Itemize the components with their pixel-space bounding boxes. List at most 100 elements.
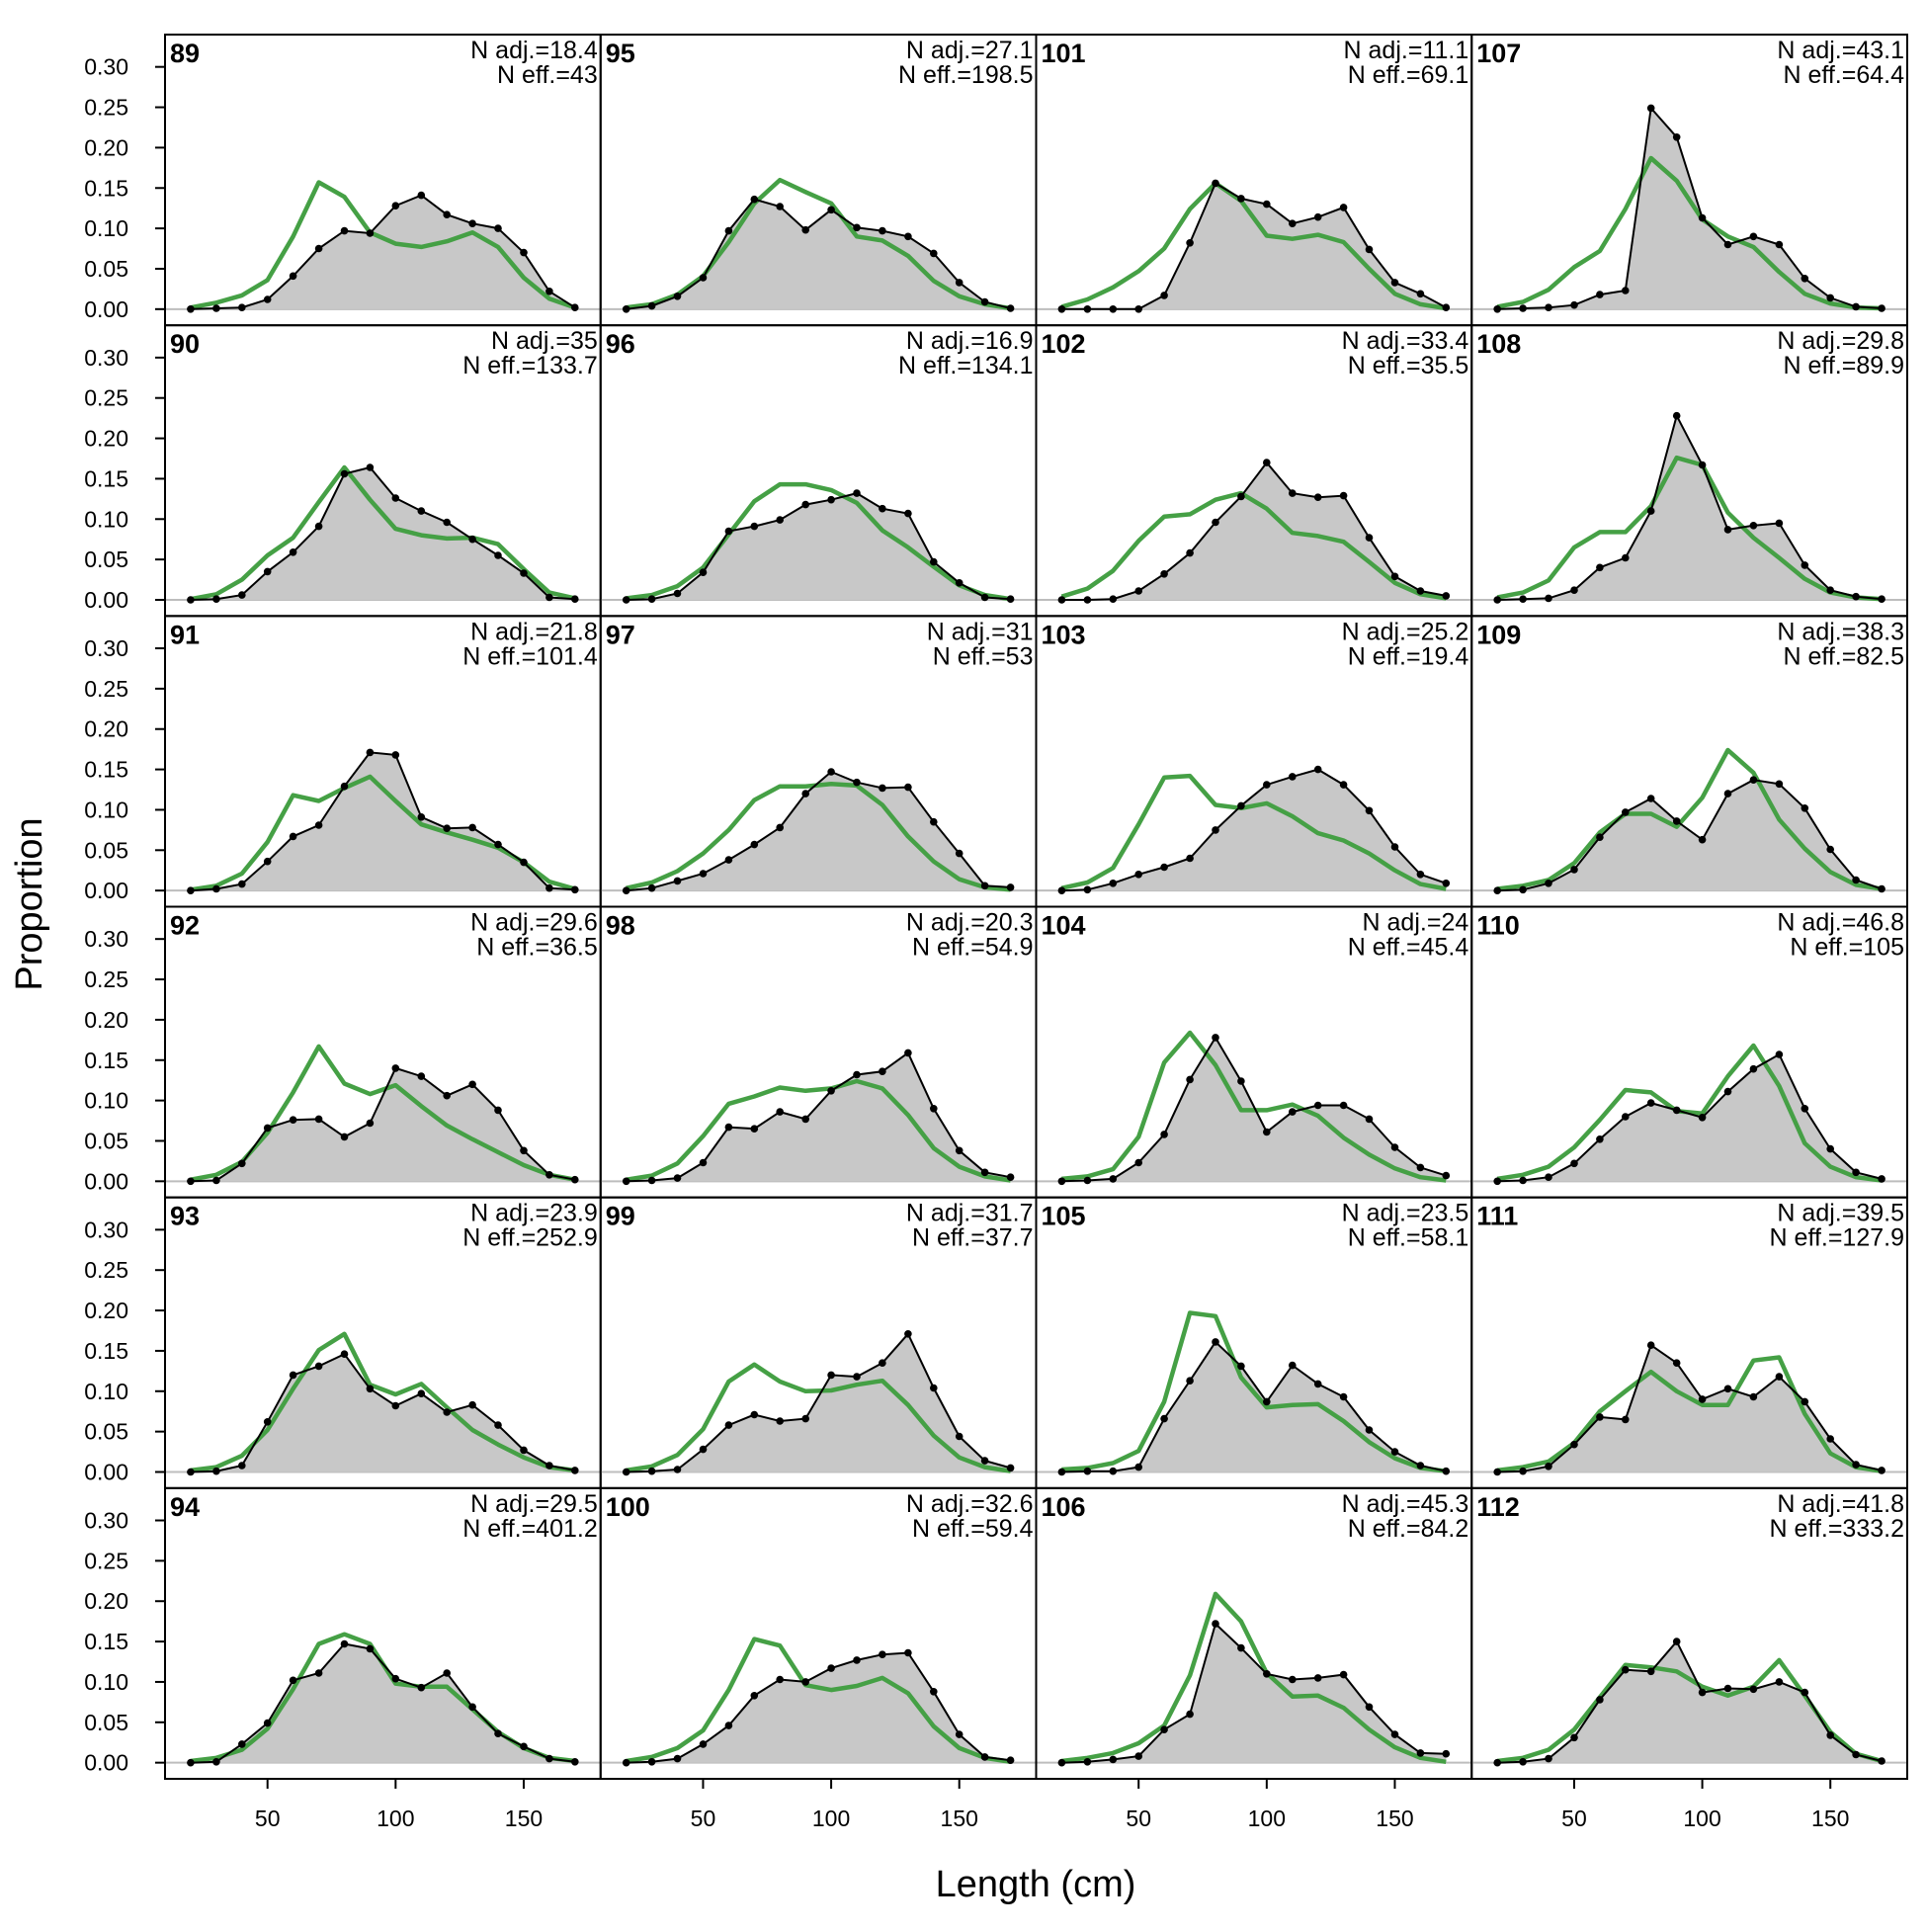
observed-point [673, 1754, 682, 1763]
y-tick-label: 0.20 [84, 426, 128, 452]
observed-line [1497, 1343, 1883, 1473]
observed-point [468, 1703, 476, 1712]
observed-point [1646, 795, 1655, 802]
observed-point [1749, 232, 1758, 241]
observed-point [699, 1445, 708, 1454]
y-tick-label: 0.25 [84, 1257, 128, 1283]
observed-point [1160, 863, 1168, 872]
observed-area [190, 752, 575, 891]
observed-point [1826, 1144, 1834, 1153]
panel-title: 108 [1476, 329, 1521, 359]
observed-point [1109, 1755, 1118, 1764]
observed-point [571, 595, 579, 603]
observed-point [571, 1175, 579, 1184]
observed-point [1416, 1163, 1425, 1172]
observed-point [545, 883, 553, 892]
y-tick-label: 0.05 [84, 546, 128, 572]
observed-point [801, 225, 809, 234]
observed-point [417, 507, 426, 515]
observed-point [1313, 1674, 1322, 1682]
observed-point [1186, 854, 1194, 863]
observed-point [1083, 1176, 1092, 1185]
observed-point [801, 1414, 809, 1423]
panel-title: 98 [606, 911, 635, 941]
observed-point [187, 1758, 195, 1767]
observed-point [1622, 553, 1630, 562]
observed-point [1416, 871, 1425, 879]
y-tick-label: 0.20 [84, 1007, 128, 1033]
expected-line [1061, 1310, 1447, 1473]
x-axis-title: Length (cm) [936, 1864, 1136, 1905]
expected-line [1496, 1043, 1883, 1183]
y-tick-label: 0.00 [84, 296, 128, 322]
observed-point [1596, 833, 1604, 841]
panel-title: 97 [606, 620, 635, 649]
y-tick-label: 0.15 [84, 175, 128, 201]
observed-point [340, 1639, 349, 1648]
observed-point [417, 1072, 426, 1080]
panel-97: 97 N adj.=31N eff.=53 [599, 615, 1038, 908]
observed-area [190, 1354, 575, 1472]
observed-point [1442, 880, 1451, 887]
observed-point [1801, 1397, 1809, 1406]
observed-point [212, 595, 220, 603]
observed-point [879, 1067, 886, 1075]
x-tick-label: 50 [691, 1806, 716, 1831]
observed-point [724, 226, 733, 235]
observed-area [626, 199, 1011, 309]
observed-point [1237, 801, 1245, 810]
observed-point [1109, 595, 1118, 603]
observed-point [699, 274, 708, 282]
observed-point [673, 1466, 682, 1473]
observed-point [443, 1669, 452, 1677]
n-adj-label: N adj.=39.5 [1777, 1200, 1904, 1227]
y-tick-label: 0.20 [84, 134, 128, 160]
observed-point [443, 210, 452, 218]
observed-point [724, 856, 733, 864]
expected-line [1060, 490, 1447, 601]
n-adj-label: N adj.=32.6 [906, 1490, 1034, 1518]
observed-point [1775, 240, 1784, 249]
x-tick-label: 150 [1376, 1806, 1413, 1831]
y-tick-label: 0.10 [84, 797, 128, 822]
observed-line [626, 1050, 1011, 1183]
observed-point [1212, 518, 1219, 527]
observed-point [750, 1692, 759, 1700]
observed-point [1878, 1467, 1885, 1474]
observed-point [1596, 563, 1604, 572]
observed-point [980, 882, 989, 890]
observed-point [1852, 1461, 1860, 1469]
x-tick-label: 50 [255, 1806, 281, 1831]
y-tick-label: 0.25 [84, 385, 128, 411]
y-tick-label: 0.15 [84, 465, 128, 491]
observed-area [190, 1643, 575, 1763]
expected-line [626, 1362, 1011, 1473]
observed-point [1416, 1749, 1425, 1757]
y-axis-title: Proportion [9, 817, 50, 990]
observed-point [1109, 305, 1118, 313]
observed-point [1289, 1361, 1297, 1370]
y-tick-label: 0.30 [84, 1508, 128, 1534]
panel-110: 110 N adj.=46.8N eff.=105 [1470, 905, 1908, 1199]
y-tick-label: 0.05 [84, 1419, 128, 1445]
n-eff-label: N eff.=37.7 [912, 1224, 1034, 1252]
observed-point [622, 886, 630, 894]
panel-103: 103 N adj.=25.2N eff.=19.4 [1035, 615, 1473, 908]
observed-point [417, 1683, 426, 1692]
observed-point [187, 1468, 195, 1476]
observed-point [930, 1384, 938, 1392]
observed-line [1497, 1639, 1883, 1764]
observed-point [263, 1124, 272, 1133]
panel-title: 112 [1476, 1492, 1520, 1522]
observed-point [494, 224, 502, 232]
observed-point [827, 495, 835, 504]
observed-area [1497, 415, 1883, 600]
expected-line [626, 481, 1011, 602]
observed-point [1570, 866, 1578, 874]
observed-point [263, 857, 272, 866]
observed-point [1672, 411, 1681, 420]
observed-point [289, 1371, 297, 1380]
observed-line [190, 465, 575, 601]
panel-title: 103 [1042, 620, 1086, 649]
